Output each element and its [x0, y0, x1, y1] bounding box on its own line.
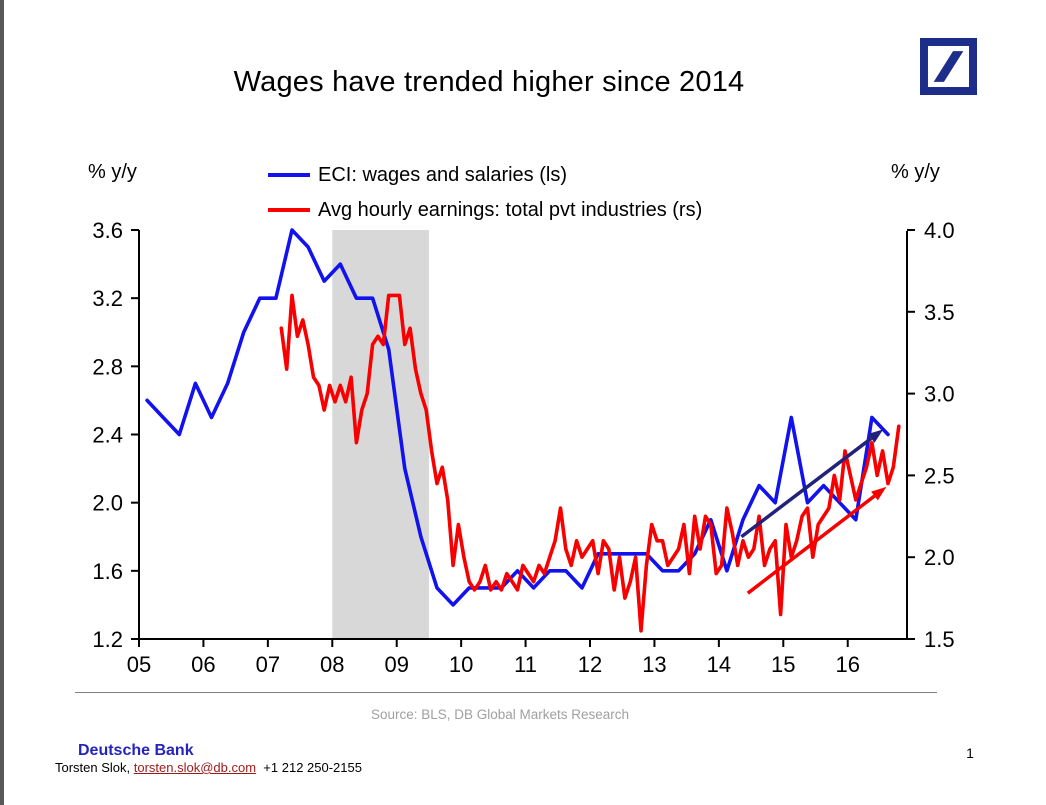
deutsche-bank-wordmark: Deutsche Bank: [78, 742, 194, 759]
svg-text:2.5: 2.5: [924, 463, 955, 488]
svg-text:10: 10: [449, 652, 473, 677]
svg-text:16: 16: [835, 652, 859, 677]
svg-text:09: 09: [384, 652, 408, 677]
svg-text:3.5: 3.5: [924, 300, 955, 325]
svg-text:08: 08: [320, 652, 344, 677]
wages-line-chart: 3.6 3.2 2.8 2.4 2.0 1.6 1.2 4.0 3.5 3.0 2.5 2.0 1.5 0…: [92, 218, 955, 677]
svg-text:05: 05: [127, 652, 151, 677]
contact-name: Torsten Slok,: [55, 760, 134, 775]
page-number: 1: [966, 745, 974, 761]
svg-text:06: 06: [191, 652, 215, 677]
svg-text:1.5: 1.5: [924, 627, 955, 652]
svg-text:15: 15: [771, 652, 795, 677]
source-note: Source: BLS, DB Global Markets Research: [370, 707, 630, 722]
svg-text:2.0: 2.0: [92, 491, 123, 516]
logo-frame: [920, 38, 977, 95]
footer-divider: [75, 692, 937, 693]
deutsche-bank-logo: [920, 38, 977, 95]
eci-line-swatch: [268, 173, 310, 177]
svg-text:14: 14: [707, 652, 731, 677]
svg-text:1.2: 1.2: [92, 627, 123, 652]
legend-item-ahe: Avg hourly earnings: total pvt industrie…: [268, 198, 702, 222]
contact-line: Torsten Slok, torsten.slok@db.com +1 212…: [55, 760, 362, 775]
left-axis-unit-label: % y/y: [88, 161, 137, 183]
legend-item-eci: ECI: wages and salaries (ls): [268, 163, 702, 187]
svg-text:12: 12: [578, 652, 602, 677]
svg-text:1.6: 1.6: [92, 559, 123, 584]
svg-text:2.8: 2.8: [92, 354, 123, 379]
left-edge-strip: [0, 0, 4, 805]
svg-text:2.0: 2.0: [924, 545, 955, 570]
svg-text:3.6: 3.6: [92, 218, 123, 243]
svg-text:2.4: 2.4: [92, 423, 123, 448]
svg-text:11: 11: [514, 652, 537, 677]
svg-text:3.2: 3.2: [92, 286, 123, 311]
contact-phone: +1 212 250-2155: [256, 760, 362, 775]
chart-legend: ECI: wages and salaries (ls) Avg hourly …: [268, 163, 702, 233]
logo-slash: [933, 51, 964, 82]
legend-label-eci: ECI: wages and salaries (ls): [318, 163, 567, 186]
svg-text:4.0: 4.0: [924, 218, 955, 243]
legend-label-ahe: Avg hourly earnings: total pvt industrie…: [318, 198, 703, 221]
email-link[interactable]: torsten.slok@db.com: [133, 760, 257, 775]
chart-title: Wages have trended higher since 2014: [233, 66, 745, 98]
svg-text:13: 13: [642, 652, 666, 677]
svg-text:3.0: 3.0: [924, 382, 955, 407]
svg-text:07: 07: [256, 652, 280, 677]
ahe-line-swatch: [268, 208, 310, 212]
right-axis-unit-label: % y/y: [891, 161, 940, 183]
